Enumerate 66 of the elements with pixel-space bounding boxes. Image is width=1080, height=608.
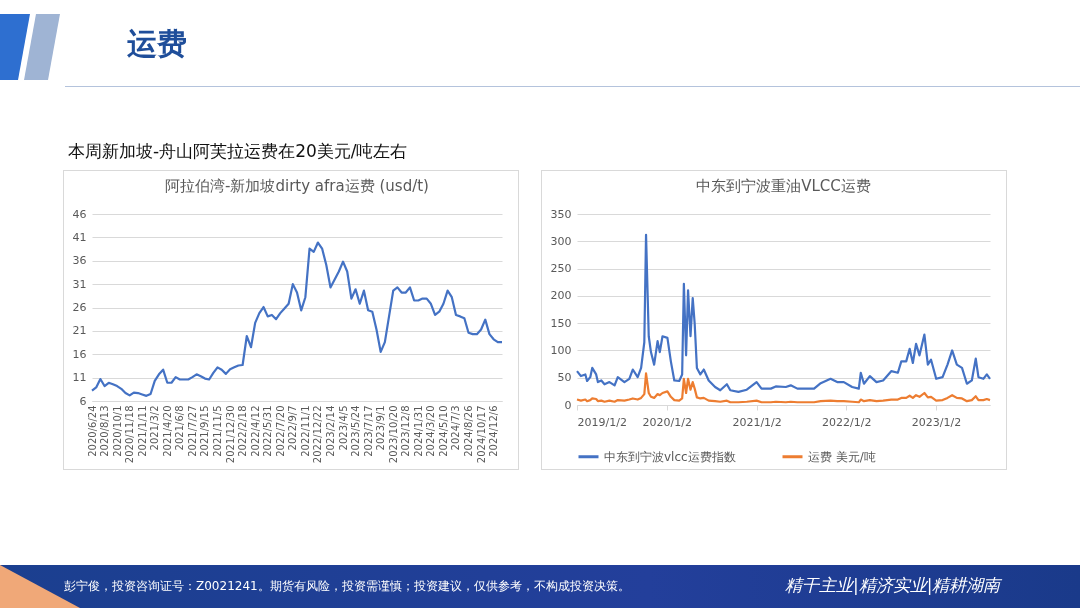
x-tick-label: 2024/1/31 [412, 405, 424, 457]
x-tick-label: 2020/8/13 [99, 405, 111, 457]
legend-label: 运费 美元/吨 [808, 449, 876, 464]
text: 本周新加坡-舟山阿芙拉运费在20美元/吨左右 [68, 140, 408, 163]
x-tick-label: 2022/4/12 [249, 405, 261, 457]
x-tick-label: 2022/11/1 [299, 405, 311, 457]
x-tick-label: 2023/7/17 [362, 405, 374, 457]
x-tick-label: 2019/1/2 [577, 415, 627, 429]
x-tick-label: 2021/6/8 [174, 405, 186, 451]
y-tick-label: 26 [72, 301, 87, 314]
text: 彭宁俊，投资咨询证号：Z0021241。期货有风险，投资需谨慎；投资建议，仅供参考，不构成投资决策。 [64, 578, 630, 595]
legend-label: 中东到宁波vlcc运费指数 [604, 449, 736, 464]
line-series [575, 372, 992, 404]
x-tick-label: 2022/12/22 [312, 405, 324, 464]
x-tick-label: 2024/3/20 [425, 405, 437, 457]
y-tick-label: 350 [550, 207, 572, 221]
x-tick-label: 2024/7/3 [450, 405, 462, 451]
y-tick-label: 300 [550, 234, 572, 248]
x-tick-label: 2021/12/30 [224, 405, 236, 464]
x-tick-label: 2022/5/31 [262, 405, 274, 457]
x-tick-label: 2021/1/2 [732, 415, 782, 429]
x-tick-label: 2024/10/17 [475, 405, 487, 464]
x-tick-label: 2024/8/26 [463, 405, 475, 457]
x-tick-label: 2023/4/5 [337, 405, 349, 451]
x-tick-label: 2022/1/2 [822, 415, 872, 429]
x-tick-label: 2023/12/8 [400, 405, 412, 457]
x-tick-label: 2021/4/20 [161, 405, 173, 457]
x-tick-label: 2023/2/14 [324, 405, 336, 457]
x-tick-label: 2023/9/1 [375, 405, 387, 451]
x-tick-label: 2022/9/7 [287, 405, 299, 451]
text: 精干主业|精济实业|精耕湖南 [785, 574, 1001, 597]
y-tick-label: 100 [550, 343, 572, 357]
x-tick-label: 2021/7/27 [186, 405, 198, 457]
x-tick-label: 2020/1/2 [642, 415, 692, 429]
y-tick-label: 46 [72, 207, 87, 221]
x-tick-label: 2020/10/1 [111, 405, 123, 457]
y-tick-label: 250 [550, 262, 572, 276]
y-tick-label: 0 [564, 398, 572, 412]
x-tick-label: 2023/1/2 [911, 415, 962, 429]
x-tick-label: 2024/12/6 [488, 405, 500, 457]
x-tick-label: 2024/5/10 [437, 405, 449, 457]
chart-title: 阿拉伯湾-新加坡dirty afra运费 (usd/t) [165, 177, 429, 195]
y-tick-label: 200 [550, 289, 572, 303]
x-tick-label: 2020/6/24 [86, 405, 98, 457]
x-tick-label: 2020/11/18 [124, 405, 136, 464]
y-tick-label: 11 [72, 371, 87, 385]
y-tick-label: 36 [72, 254, 87, 268]
y-tick-label: 50 [557, 371, 572, 385]
chart-title: 中东到宁波重油VLCC运费 [696, 177, 871, 195]
y-tick-label: 41 [72, 230, 87, 244]
x-tick-label: 2022/7/20 [274, 405, 286, 457]
y-tick-label: 150 [550, 316, 572, 330]
x-tick-label: 2021/9/15 [199, 405, 211, 457]
y-tick-label: 21 [72, 324, 87, 338]
y-tick-label: 6 [79, 394, 87, 408]
x-tick-label: 2022/2/18 [237, 405, 249, 457]
x-tick-label: 2021/11/5 [212, 405, 224, 457]
text: 运费 [127, 25, 187, 63]
x-tick-label: 2021/1/11 [136, 405, 148, 457]
x-tick-label: 2023/10/20 [387, 405, 399, 464]
y-tick-label: 31 [72, 277, 87, 291]
y-tick-label: 16 [72, 347, 87, 361]
line-series [575, 233, 992, 393]
line-series [90, 241, 504, 397]
x-tick-label: 2023/5/24 [350, 405, 362, 457]
x-tick-label: 2021/3/2 [149, 405, 161, 451]
